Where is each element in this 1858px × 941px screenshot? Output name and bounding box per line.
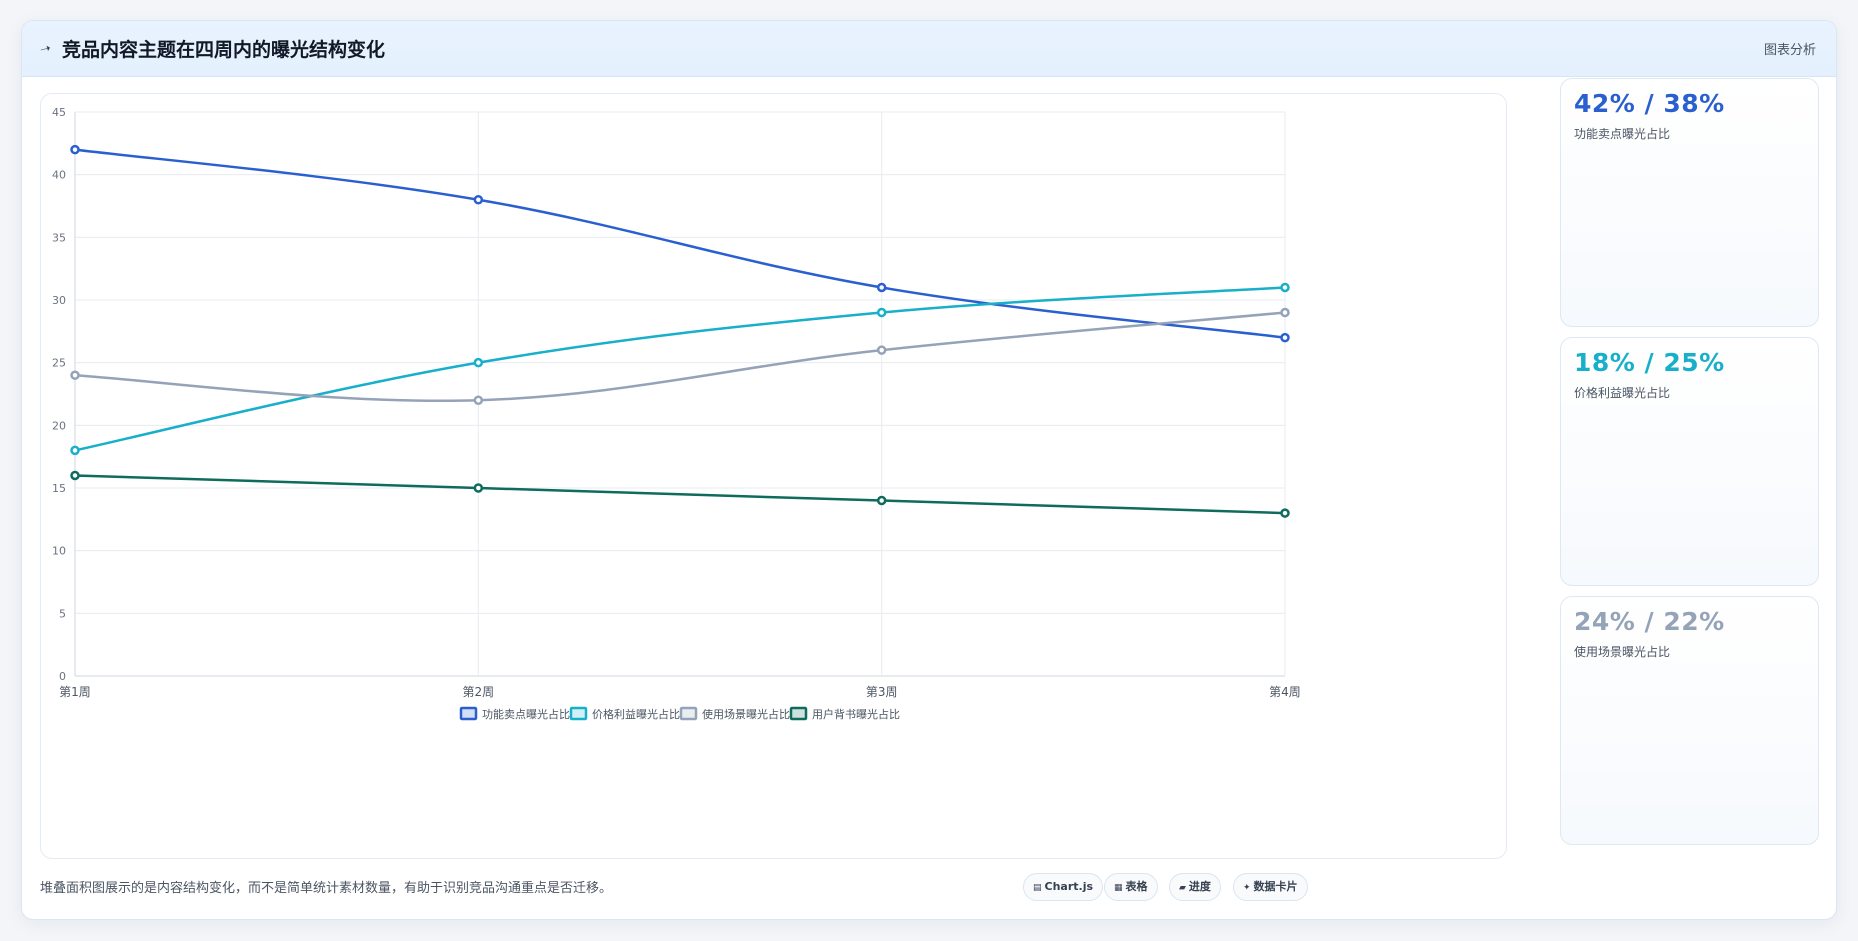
stat-value: 42% / 38%: [1574, 89, 1725, 118]
y-tick-label: 5: [59, 607, 66, 620]
tag-label: 进度: [1188, 880, 1211, 893]
y-tick-label: 15: [52, 482, 66, 495]
stat-value: 18% / 25%: [1574, 348, 1725, 377]
data-point: [1280, 508, 1290, 518]
tag-data-card[interactable]: ✦ 数据卡片: [1233, 873, 1308, 901]
stat-label: 功能卖点曝光占比: [1574, 127, 1671, 141]
y-tick-label: 10: [52, 545, 66, 558]
data-point: [473, 357, 484, 368]
y-tick-label: 20: [52, 419, 66, 432]
y-tick-label: 0: [59, 670, 66, 683]
data-point: [70, 144, 80, 155]
page-title: 竞品内容主题在四周内的曝光结构变化: [62, 39, 386, 61]
legend-swatch: [569, 706, 588, 721]
chart-analysis-button[interactable]: 图表分析: [1763, 43, 1816, 58]
legend-label: 使用场景曝光占比: [702, 707, 790, 721]
x-tick-label: 第3周: [866, 685, 898, 699]
legend-label: 功能卖点曝光占比: [482, 707, 570, 721]
stat-label: 使用场景曝光占比: [1574, 645, 1671, 659]
y-tick-label: 40: [52, 169, 66, 182]
stat-card-feature: 42% / 38% 功能卖点曝光占比: [1560, 78, 1819, 327]
series-line-3: [74, 311, 1286, 403]
sparkle-icon: ✦: [1243, 883, 1251, 893]
legend-swatch: [459, 706, 478, 721]
legend-label: 价格利益曝光占比: [592, 707, 680, 721]
legend-swatch: [679, 706, 698, 721]
x-tick-label: 第2周: [463, 685, 495, 699]
y-tick-label: 30: [52, 294, 66, 307]
data-point: [1280, 332, 1290, 343]
stat-card-price: 18% / 25% 价格利益曝光占比: [1560, 337, 1819, 586]
tag-progress[interactable]: ▰ 进度: [1169, 873, 1221, 901]
series-line-1: [74, 148, 1286, 339]
x-tick-label: 第1周: [59, 685, 91, 699]
tag-chartjs[interactable]: ▤ Chart.js: [1023, 873, 1104, 901]
chart-icon: ▤: [1033, 883, 1042, 893]
data-point: [70, 445, 80, 456]
data-point: [473, 194, 484, 205]
tag-label: 数据卡片: [1253, 880, 1298, 893]
data-point: [70, 470, 80, 481]
data-point: [1280, 307, 1290, 318]
stat-value: 24% / 22%: [1574, 607, 1725, 636]
series-line-2: [74, 286, 1286, 452]
data-point: [473, 483, 484, 493]
data-point: [1280, 282, 1290, 293]
y-tick-label: 35: [52, 231, 66, 244]
data-point: [876, 282, 887, 293]
legend-label: 用户背书曝光占比: [812, 707, 900, 721]
stat-label: 价格利益曝光占比: [1574, 386, 1671, 400]
legend-swatch: [789, 706, 808, 721]
data-point: [473, 395, 484, 406]
series-line-4: [74, 474, 1286, 515]
y-tick-label: 25: [52, 357, 66, 370]
data-point: [876, 495, 887, 506]
data-point: [876, 345, 887, 355]
tag-table[interactable]: ▦ 表格: [1104, 873, 1158, 901]
x-tick-label: 第4周: [1269, 685, 1301, 699]
y-tick-label: 45: [52, 106, 66, 119]
data-point: [70, 370, 80, 380]
progress-icon: ▰: [1179, 883, 1186, 893]
chart-card: ➝ 竞品内容主题在四周内的曝光结构变化 图表分析 0 5 10 15 20 25 30 35 4…: [21, 20, 1837, 920]
chart-panel: 0 5 10 15 20 25 30 35 40 45 第1周 第2周 第3周 第4周功能卖点曝光占比 价格…: [40, 93, 1507, 859]
pin-icon: ➝: [38, 40, 53, 59]
data-point: [876, 307, 887, 318]
chart-footnote: 堆叠面积图展示的是内容结构变化，而不是简单统计素材数量，有助于识别竞品沟通重点是…: [40, 881, 613, 896]
table-icon: ▦: [1114, 883, 1123, 893]
stat-card-scene: 24% / 22% 使用场景曝光占比: [1560, 596, 1819, 845]
card-header: ➝ 竞品内容主题在四周内的曝光结构变化 图表分析: [22, 21, 1836, 77]
tag-label: Chart.js: [1044, 880, 1094, 893]
tag-label: 表格: [1125, 880, 1148, 893]
